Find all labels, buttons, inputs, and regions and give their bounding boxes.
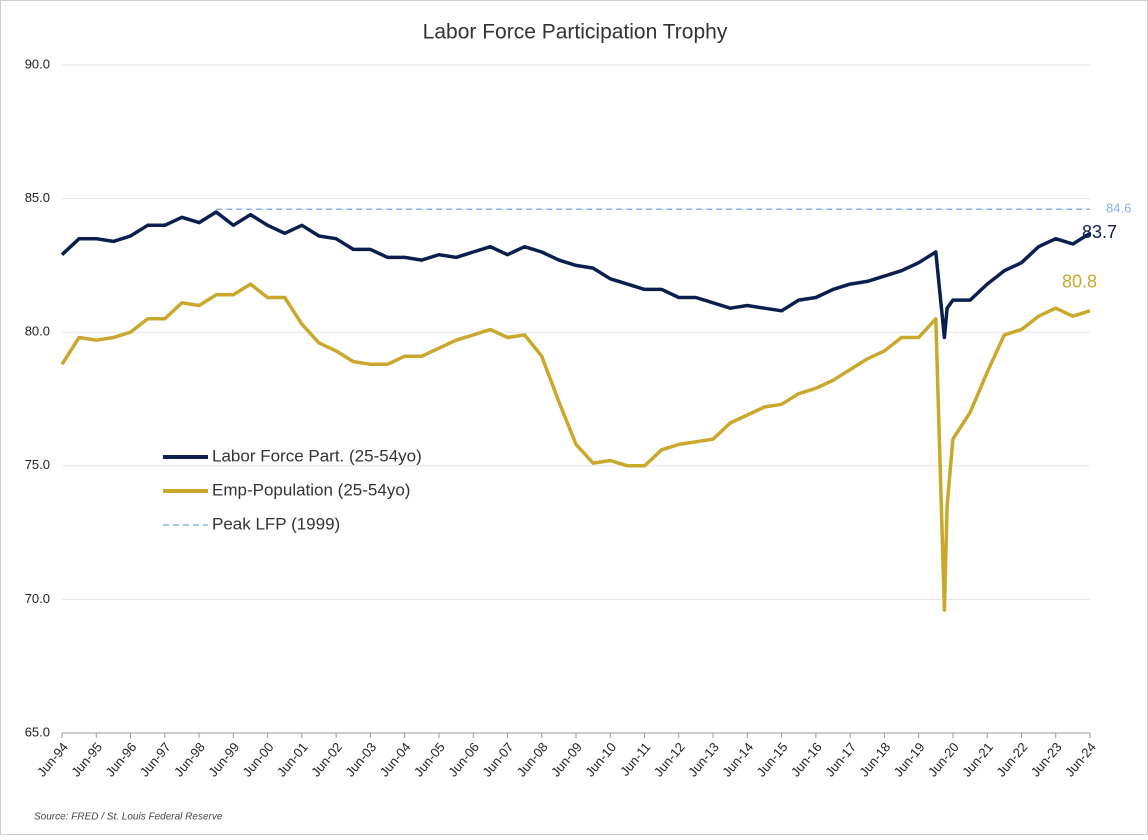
series-line	[60, 282, 1091, 612]
y-tick-label: 80.0	[25, 324, 50, 339]
y-tick-label: 85.0	[25, 190, 50, 205]
end-label: 83.7	[1082, 222, 1117, 242]
legend-label: Labor Force Part. (25-54yo)	[212, 446, 422, 465]
y-tick-label: 70.0	[25, 591, 50, 606]
end-label: 80.8	[1062, 272, 1097, 292]
source-note: Source: FRED / St. Louis Federal Reserve	[34, 812, 223, 823]
y-tick-label: 65.0	[25, 724, 50, 739]
legend-label: Peak LFP (1999)	[212, 514, 340, 533]
legend-label: Emp-Population (25-54yo)	[212, 480, 410, 499]
chart-title: Labor Force Participation Trophy	[423, 21, 728, 44]
series-line	[60, 210, 1091, 340]
end-label: 84.6	[1106, 201, 1131, 216]
y-tick-label: 75.0	[25, 457, 50, 472]
y-tick-label: 90.0	[25, 56, 50, 71]
